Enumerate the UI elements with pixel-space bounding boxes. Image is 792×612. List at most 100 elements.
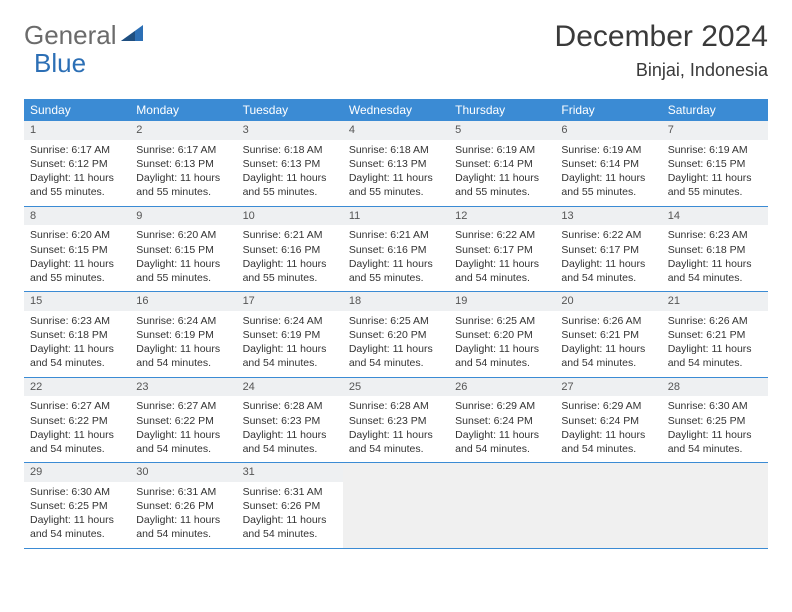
sunset-text: Sunset: 6:15 PM <box>30 243 124 257</box>
sunrise-text: Sunrise: 6:17 AM <box>30 143 124 157</box>
day-cell: 18Sunrise: 6:25 AMSunset: 6:20 PMDayligh… <box>343 292 449 377</box>
weekday-header: Thursday <box>449 99 555 121</box>
weekday-header: Friday <box>555 99 661 121</box>
day-number: 29 <box>24 463 130 482</box>
daylight-text: Daylight: 11 hours and 54 minutes. <box>668 257 762 285</box>
day-cell: 22Sunrise: 6:27 AMSunset: 6:22 PMDayligh… <box>24 378 130 463</box>
day-number: 15 <box>24 292 130 311</box>
day-body: Sunrise: 6:22 AMSunset: 6:17 PMDaylight:… <box>555 225 661 291</box>
daylight-text: Daylight: 11 hours and 54 minutes. <box>561 257 655 285</box>
sunset-text: Sunset: 6:24 PM <box>561 414 655 428</box>
day-body: Sunrise: 6:28 AMSunset: 6:23 PMDaylight:… <box>343 396 449 462</box>
sunrise-text: Sunrise: 6:24 AM <box>243 314 337 328</box>
day-body: Sunrise: 6:23 AMSunset: 6:18 PMDaylight:… <box>24 311 130 377</box>
day-body: Sunrise: 6:19 AMSunset: 6:14 PMDaylight:… <box>555 140 661 206</box>
daylight-text: Daylight: 11 hours and 55 minutes. <box>243 171 337 199</box>
day-number: 18 <box>343 292 449 311</box>
daylight-text: Daylight: 11 hours and 54 minutes. <box>136 513 230 541</box>
day-cell: 1Sunrise: 6:17 AMSunset: 6:12 PMDaylight… <box>24 121 130 206</box>
day-cell: 26Sunrise: 6:29 AMSunset: 6:24 PMDayligh… <box>449 378 555 463</box>
daylight-text: Daylight: 11 hours and 54 minutes. <box>561 342 655 370</box>
sunrise-text: Sunrise: 6:19 AM <box>455 143 549 157</box>
weekday-header: Tuesday <box>237 99 343 121</box>
sunset-text: Sunset: 6:21 PM <box>561 328 655 342</box>
weekday-header: Sunday <box>24 99 130 121</box>
empty-day-cell <box>662 463 768 548</box>
day-body: Sunrise: 6:24 AMSunset: 6:19 PMDaylight:… <box>130 311 236 377</box>
sunrise-text: Sunrise: 6:23 AM <box>668 228 762 242</box>
day-cell: 9Sunrise: 6:20 AMSunset: 6:15 PMDaylight… <box>130 207 236 292</box>
day-cell: 29Sunrise: 6:30 AMSunset: 6:25 PMDayligh… <box>24 463 130 548</box>
daylight-text: Daylight: 11 hours and 55 minutes. <box>561 171 655 199</box>
day-cell: 21Sunrise: 6:26 AMSunset: 6:21 PMDayligh… <box>662 292 768 377</box>
brand-logo: General <box>24 20 145 51</box>
day-body: Sunrise: 6:20 AMSunset: 6:15 PMDaylight:… <box>130 225 236 291</box>
sunrise-text: Sunrise: 6:29 AM <box>455 399 549 413</box>
day-body: Sunrise: 6:31 AMSunset: 6:26 PMDaylight:… <box>130 482 236 548</box>
day-number: 5 <box>449 121 555 140</box>
week-row: 22Sunrise: 6:27 AMSunset: 6:22 PMDayligh… <box>24 378 768 464</box>
sunset-text: Sunset: 6:14 PM <box>561 157 655 171</box>
daylight-text: Daylight: 11 hours and 54 minutes. <box>668 342 762 370</box>
sunset-text: Sunset: 6:18 PM <box>668 243 762 257</box>
day-number: 14 <box>662 207 768 226</box>
day-body: Sunrise: 6:22 AMSunset: 6:17 PMDaylight:… <box>449 225 555 291</box>
week-row: 1Sunrise: 6:17 AMSunset: 6:12 PMDaylight… <box>24 121 768 207</box>
location-label: Binjai, Indonesia <box>555 60 768 81</box>
day-body: Sunrise: 6:17 AMSunset: 6:12 PMDaylight:… <box>24 140 130 206</box>
day-body: Sunrise: 6:17 AMSunset: 6:13 PMDaylight:… <box>130 140 236 206</box>
empty-day-cell <box>343 463 449 548</box>
day-body: Sunrise: 6:24 AMSunset: 6:19 PMDaylight:… <box>237 311 343 377</box>
day-cell: 20Sunrise: 6:26 AMSunset: 6:21 PMDayligh… <box>555 292 661 377</box>
daylight-text: Daylight: 11 hours and 54 minutes. <box>561 428 655 456</box>
day-cell: 3Sunrise: 6:18 AMSunset: 6:13 PMDaylight… <box>237 121 343 206</box>
day-body: Sunrise: 6:27 AMSunset: 6:22 PMDaylight:… <box>130 396 236 462</box>
daylight-text: Daylight: 11 hours and 54 minutes. <box>136 342 230 370</box>
sunset-text: Sunset: 6:15 PM <box>136 243 230 257</box>
daylight-text: Daylight: 11 hours and 55 minutes. <box>349 257 443 285</box>
daylight-text: Daylight: 11 hours and 55 minutes. <box>243 257 337 285</box>
day-number: 23 <box>130 378 236 397</box>
day-number: 27 <box>555 378 661 397</box>
daylight-text: Daylight: 11 hours and 55 minutes. <box>30 171 124 199</box>
day-cell: 15Sunrise: 6:23 AMSunset: 6:18 PMDayligh… <box>24 292 130 377</box>
day-body: Sunrise: 6:29 AMSunset: 6:24 PMDaylight:… <box>449 396 555 462</box>
sunrise-text: Sunrise: 6:26 AM <box>668 314 762 328</box>
day-cell: 2Sunrise: 6:17 AMSunset: 6:13 PMDaylight… <box>130 121 236 206</box>
weekday-header: Wednesday <box>343 99 449 121</box>
daylight-text: Daylight: 11 hours and 54 minutes. <box>668 428 762 456</box>
day-body: Sunrise: 6:26 AMSunset: 6:21 PMDaylight:… <box>662 311 768 377</box>
sunrise-text: Sunrise: 6:21 AM <box>349 228 443 242</box>
empty-day-cell <box>555 463 661 548</box>
daylight-text: Daylight: 11 hours and 55 minutes. <box>136 257 230 285</box>
day-body: Sunrise: 6:25 AMSunset: 6:20 PMDaylight:… <box>449 311 555 377</box>
sunset-text: Sunset: 6:16 PM <box>243 243 337 257</box>
day-cell: 19Sunrise: 6:25 AMSunset: 6:20 PMDayligh… <box>449 292 555 377</box>
sunrise-text: Sunrise: 6:17 AM <box>136 143 230 157</box>
daylight-text: Daylight: 11 hours and 54 minutes. <box>243 342 337 370</box>
sunrise-text: Sunrise: 6:26 AM <box>561 314 655 328</box>
sunrise-text: Sunrise: 6:19 AM <box>668 143 762 157</box>
sunrise-text: Sunrise: 6:31 AM <box>243 485 337 499</box>
daylight-text: Daylight: 11 hours and 54 minutes. <box>30 342 124 370</box>
header: General December 2024 Binjai, Indonesia <box>24 20 768 81</box>
day-cell: 11Sunrise: 6:21 AMSunset: 6:16 PMDayligh… <box>343 207 449 292</box>
sunset-text: Sunset: 6:21 PM <box>668 328 762 342</box>
sunset-text: Sunset: 6:17 PM <box>561 243 655 257</box>
day-number: 1 <box>24 121 130 140</box>
day-cell: 10Sunrise: 6:21 AMSunset: 6:16 PMDayligh… <box>237 207 343 292</box>
week-row: 29Sunrise: 6:30 AMSunset: 6:25 PMDayligh… <box>24 463 768 549</box>
weekday-header-row: SundayMondayTuesdayWednesdayThursdayFrid… <box>24 99 768 121</box>
day-number: 13 <box>555 207 661 226</box>
sunset-text: Sunset: 6:16 PM <box>349 243 443 257</box>
day-cell: 4Sunrise: 6:18 AMSunset: 6:13 PMDaylight… <box>343 121 449 206</box>
day-number: 10 <box>237 207 343 226</box>
sunrise-text: Sunrise: 6:27 AM <box>136 399 230 413</box>
day-number: 4 <box>343 121 449 140</box>
title-block: December 2024 Binjai, Indonesia <box>555 20 768 81</box>
day-number: 31 <box>237 463 343 482</box>
sunrise-text: Sunrise: 6:23 AM <box>30 314 124 328</box>
sunrise-text: Sunrise: 6:18 AM <box>349 143 443 157</box>
sunrise-text: Sunrise: 6:30 AM <box>668 399 762 413</box>
day-body: Sunrise: 6:20 AMSunset: 6:15 PMDaylight:… <box>24 225 130 291</box>
